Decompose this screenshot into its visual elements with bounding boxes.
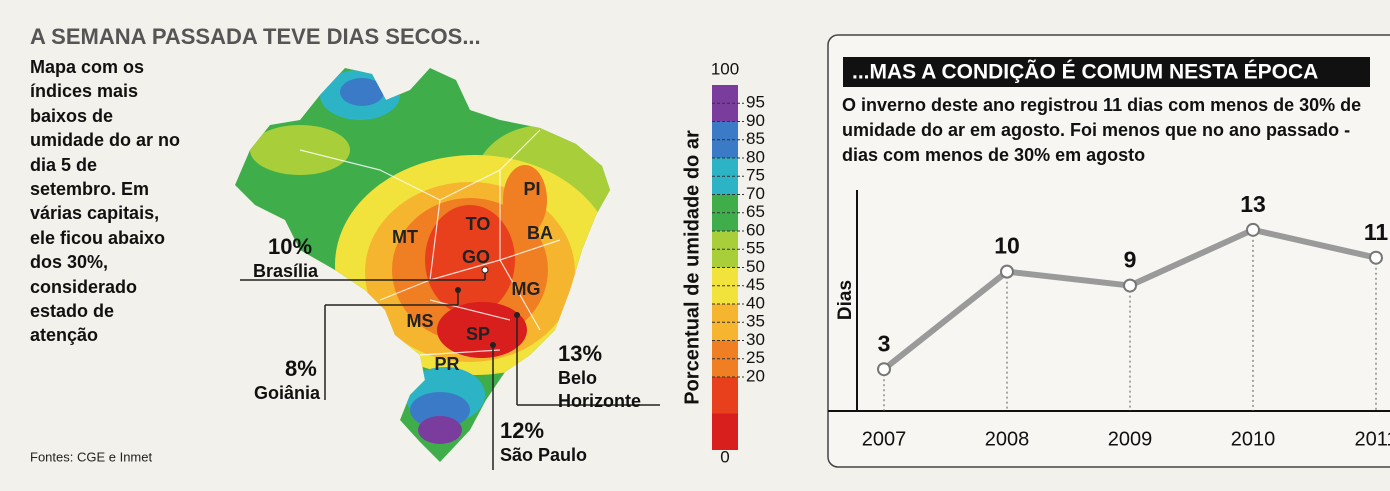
data-point bbox=[1123, 278, 1137, 293]
data-label: 10 bbox=[994, 233, 1020, 259]
colorbar-end-label: 0 bbox=[720, 447, 729, 466]
data-label: 11 bbox=[1364, 219, 1389, 245]
callout-value: 10% bbox=[268, 234, 312, 259]
callout-value: 12% bbox=[500, 418, 544, 443]
colorbar-tick-label: 90 bbox=[746, 111, 765, 130]
x-tick-label: 2010 bbox=[1231, 428, 1276, 450]
colorbar-tick-label: 30 bbox=[746, 330, 765, 349]
x-tick-label: 2011 bbox=[1354, 428, 1390, 450]
state-label: SP bbox=[466, 324, 490, 344]
map-description: Mapa com os índices mais baixos de umida… bbox=[30, 57, 181, 346]
state-label: TO bbox=[466, 214, 491, 234]
chart-title: ...MAS A CONDIÇÃO É COMUM NESTA ÉPOCA bbox=[852, 61, 1318, 84]
x-tick-label: 2009 bbox=[1108, 428, 1153, 450]
callout-city: Brasília bbox=[253, 261, 319, 281]
data-point bbox=[1246, 222, 1260, 237]
colorbar-tick-label: 40 bbox=[746, 293, 765, 312]
colorbar-end-label: 100 bbox=[711, 59, 739, 78]
source: Fontes: CGE e Inmet bbox=[30, 449, 152, 464]
state-label: PR bbox=[434, 354, 459, 374]
colorbar-tick-label: 65 bbox=[746, 202, 765, 221]
data-point bbox=[1369, 250, 1383, 265]
callout-value: 13% bbox=[558, 341, 602, 366]
humidity-map bbox=[235, 68, 610, 462]
data-label: 3 bbox=[878, 330, 891, 356]
map-title: A SEMANA PASSADA TEVE DIAS SECOS... bbox=[30, 24, 481, 49]
data-label: 9 bbox=[1124, 247, 1137, 273]
state-label: GO bbox=[462, 247, 490, 267]
colorbar-tick-label: 75 bbox=[746, 166, 765, 185]
colorbar-label: Porcentual de umidade do ar bbox=[681, 130, 703, 405]
callout-value: 8% bbox=[285, 356, 317, 381]
state-label: BA bbox=[527, 223, 553, 243]
colorbar-tick-label: 60 bbox=[746, 220, 765, 239]
y-axis-label: Dias bbox=[835, 280, 856, 320]
colorbar-tick-label: 80 bbox=[746, 147, 765, 166]
callout-city: Belo bbox=[558, 368, 597, 388]
state-label: MG bbox=[512, 279, 541, 299]
colorbar-band bbox=[712, 377, 738, 414]
x-tick-label: 2008 bbox=[985, 428, 1030, 450]
colorbar-tick-label: 55 bbox=[746, 239, 765, 258]
data-label: 13 bbox=[1240, 191, 1266, 217]
colorbar-tick-label: 70 bbox=[746, 184, 765, 203]
colorbar-tick-label: 45 bbox=[746, 275, 765, 294]
state-label: MS bbox=[407, 311, 434, 331]
x-tick-label: 2007 bbox=[862, 428, 907, 450]
colorbar-tick-label: 25 bbox=[746, 348, 765, 367]
state-label: MT bbox=[392, 227, 418, 247]
colorbar-tick-label: 95 bbox=[746, 93, 765, 112]
colorbar-tick-label: 85 bbox=[746, 129, 765, 148]
callout-city: São Paulo bbox=[500, 445, 587, 465]
data-point bbox=[877, 362, 891, 377]
callout-city: Horizonte bbox=[558, 391, 641, 411]
data-point bbox=[1000, 264, 1014, 279]
chart-subtitle: O inverno deste ano registrou 11 dias co… bbox=[842, 95, 1362, 165]
state-label: PI bbox=[523, 179, 540, 199]
colorbar-tick-label: 20 bbox=[746, 366, 765, 385]
callout-city: Goiânia bbox=[254, 383, 321, 403]
colorbar-tick-label: 50 bbox=[746, 257, 765, 276]
colorbar-band bbox=[712, 413, 738, 450]
colorbar-tick-label: 35 bbox=[746, 312, 765, 331]
